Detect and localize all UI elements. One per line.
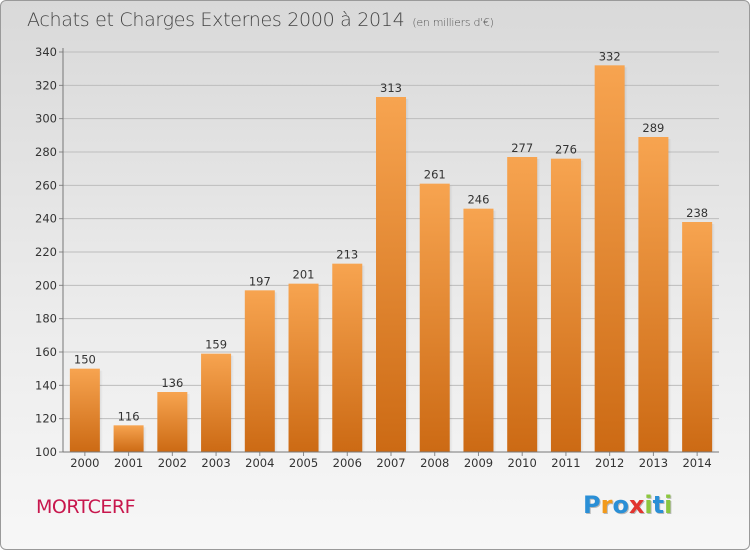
bar-shadow [580,160,584,452]
bar-value-label: 213 [336,248,358,262]
x-tick-label: 2006 [333,456,362,470]
bar [507,157,538,452]
x-tick-label: 2010 [508,456,537,470]
bar [376,97,406,452]
x-tick-label: 2014 [682,456,711,470]
bar-value-label: 197 [249,274,271,288]
bar-shadow [712,224,716,452]
bar-value-label: 136 [161,376,183,390]
logo-letter: o [612,491,629,519]
x-tick-label: 2009 [464,456,493,470]
y-tick-label: 160 [35,345,57,359]
y-tick-label: 100 [35,445,57,459]
logo-letter: x [628,491,645,519]
bar [419,183,450,452]
x-tick-label: 2012 [595,456,624,470]
bar-shadow [143,427,147,452]
logo-letter: r [600,491,613,519]
y-tick-label: 140 [35,378,57,392]
bar-value-label: 332 [599,49,621,63]
y-tick-label: 260 [35,178,57,192]
bar-value-label: 261 [424,168,446,182]
bar-shadow [449,185,453,452]
bar [157,392,188,452]
bar-value-label: 277 [511,141,533,155]
x-tick-label: 2005 [289,456,318,470]
bar-value-label: 201 [293,268,315,282]
y-tick-label: 280 [35,145,57,159]
chart-subtitle: (en milliers d'€) [412,16,494,29]
y-tick-label: 300 [35,112,57,126]
proxiti-logo: Proxiti [583,491,672,519]
bar [682,222,713,452]
bar-value-label: 159 [205,338,227,352]
bar [638,137,669,452]
bar [69,368,100,452]
logo-letter: P [583,491,601,519]
x-tick-label: 2001 [114,456,143,470]
logo-letter: i [644,491,653,519]
bar-shadow [318,285,322,452]
y-tick-label: 340 [35,45,57,59]
x-tick-label: 2008 [420,456,449,470]
y-tick-label: 220 [35,245,57,259]
logo-letter: i [664,491,673,519]
bar-shadow [406,99,409,452]
bar [113,425,144,452]
bar [332,263,363,452]
x-tick-label: 2013 [639,456,668,470]
y-tick-label: 320 [35,78,57,92]
y-tick-label: 240 [35,212,57,226]
bar-shadow [99,370,103,452]
y-tick-label: 120 [35,412,57,426]
bar [463,208,494,452]
bar-shadow [668,139,672,452]
y-tick-label: 200 [35,278,57,292]
bar-value-label: 238 [686,206,708,220]
x-tick-label: 2007 [376,456,405,470]
bar [288,283,319,452]
bar-value-label: 276 [555,143,577,157]
bar-shadow [231,355,235,452]
bar-shadow [493,210,497,452]
bar-value-label: 150 [74,353,96,367]
x-tick-label: 2004 [245,456,274,470]
logo-letter: t [652,491,665,519]
chart-title: Achats et Charges Externes 2000 à 2014 (e… [27,9,494,31]
place-name: MORTCERF [36,496,136,518]
bar-shadow [362,265,366,452]
x-tick-label: 2011 [551,456,580,470]
bar-value-label: 116 [118,409,140,423]
bar-value-label: 289 [642,121,664,135]
bar-shadow [624,67,628,452]
title-text: Achats et Charges Externes 2000 à 2014 [27,9,405,31]
bar [201,353,232,452]
bar-shadow [187,394,191,452]
bar [594,65,625,452]
x-tick-label: 2002 [158,456,187,470]
bar-value-label: 246 [467,193,489,207]
bar [244,290,275,452]
y-tick-label: 180 [35,312,57,326]
bar-value-label: 313 [380,81,402,95]
bar-shadow [537,159,541,452]
x-tick-label: 2003 [201,456,230,470]
axes: 100 120 140 160 180 200 220 240 260 280 300 320 340 2… [35,45,719,470]
x-tick-label: 2000 [70,456,99,470]
bar-shadow [274,292,278,452]
bars: 150 116 136 159 197 201 213 313 261 246 277 276 332 2… [69,49,716,452]
bar [550,158,581,452]
